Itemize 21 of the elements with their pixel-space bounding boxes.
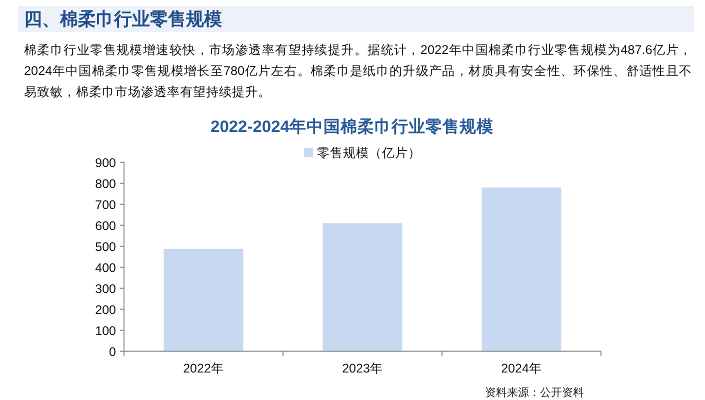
x-tick-label: 2024年	[501, 361, 542, 376]
bar	[322, 223, 402, 352]
chart-title: 2022-2024年中国棉柔巾行业零售规模	[210, 117, 494, 136]
y-tick-label: 400	[95, 260, 116, 275]
bar	[164, 248, 244, 352]
x-tick-label: 2023年	[342, 361, 383, 376]
y-tick-label: 0	[109, 344, 116, 359]
y-tick-label: 900	[95, 156, 116, 170]
y-tick-label: 300	[95, 282, 116, 296]
y-tick-label: 700	[95, 198, 116, 212]
y-tick-label: 200	[95, 302, 116, 317]
text: 资料来源：公开资料	[485, 386, 584, 400]
legend-label: 零售规模（亿片）	[317, 146, 421, 160]
text: 棉柔巾行业零售规模增速较快，市场渗透率有望持续提升。据统计，2022年中国棉柔巾行业零售规模为487.6亿片，2024年中国棉柔巾零售规模增长至780亿片左右。棉柔巾是纸巾的升级产品，材质具有安全性、环保性、舒适性且不易致敏，棉柔巾市场渗透率有望持续提升。	[24, 42, 692, 101]
y-tick-label: 600	[95, 218, 116, 233]
y-tick-label: 500	[95, 240, 116, 254]
y-tick-label: 100	[95, 324, 116, 338]
text: 四、棉柔巾行业零售规模	[24, 8, 222, 31]
bar	[482, 188, 562, 352]
y-tick-label: 800	[95, 176, 116, 191]
x-tick-label: 2022年	[183, 361, 224, 376]
